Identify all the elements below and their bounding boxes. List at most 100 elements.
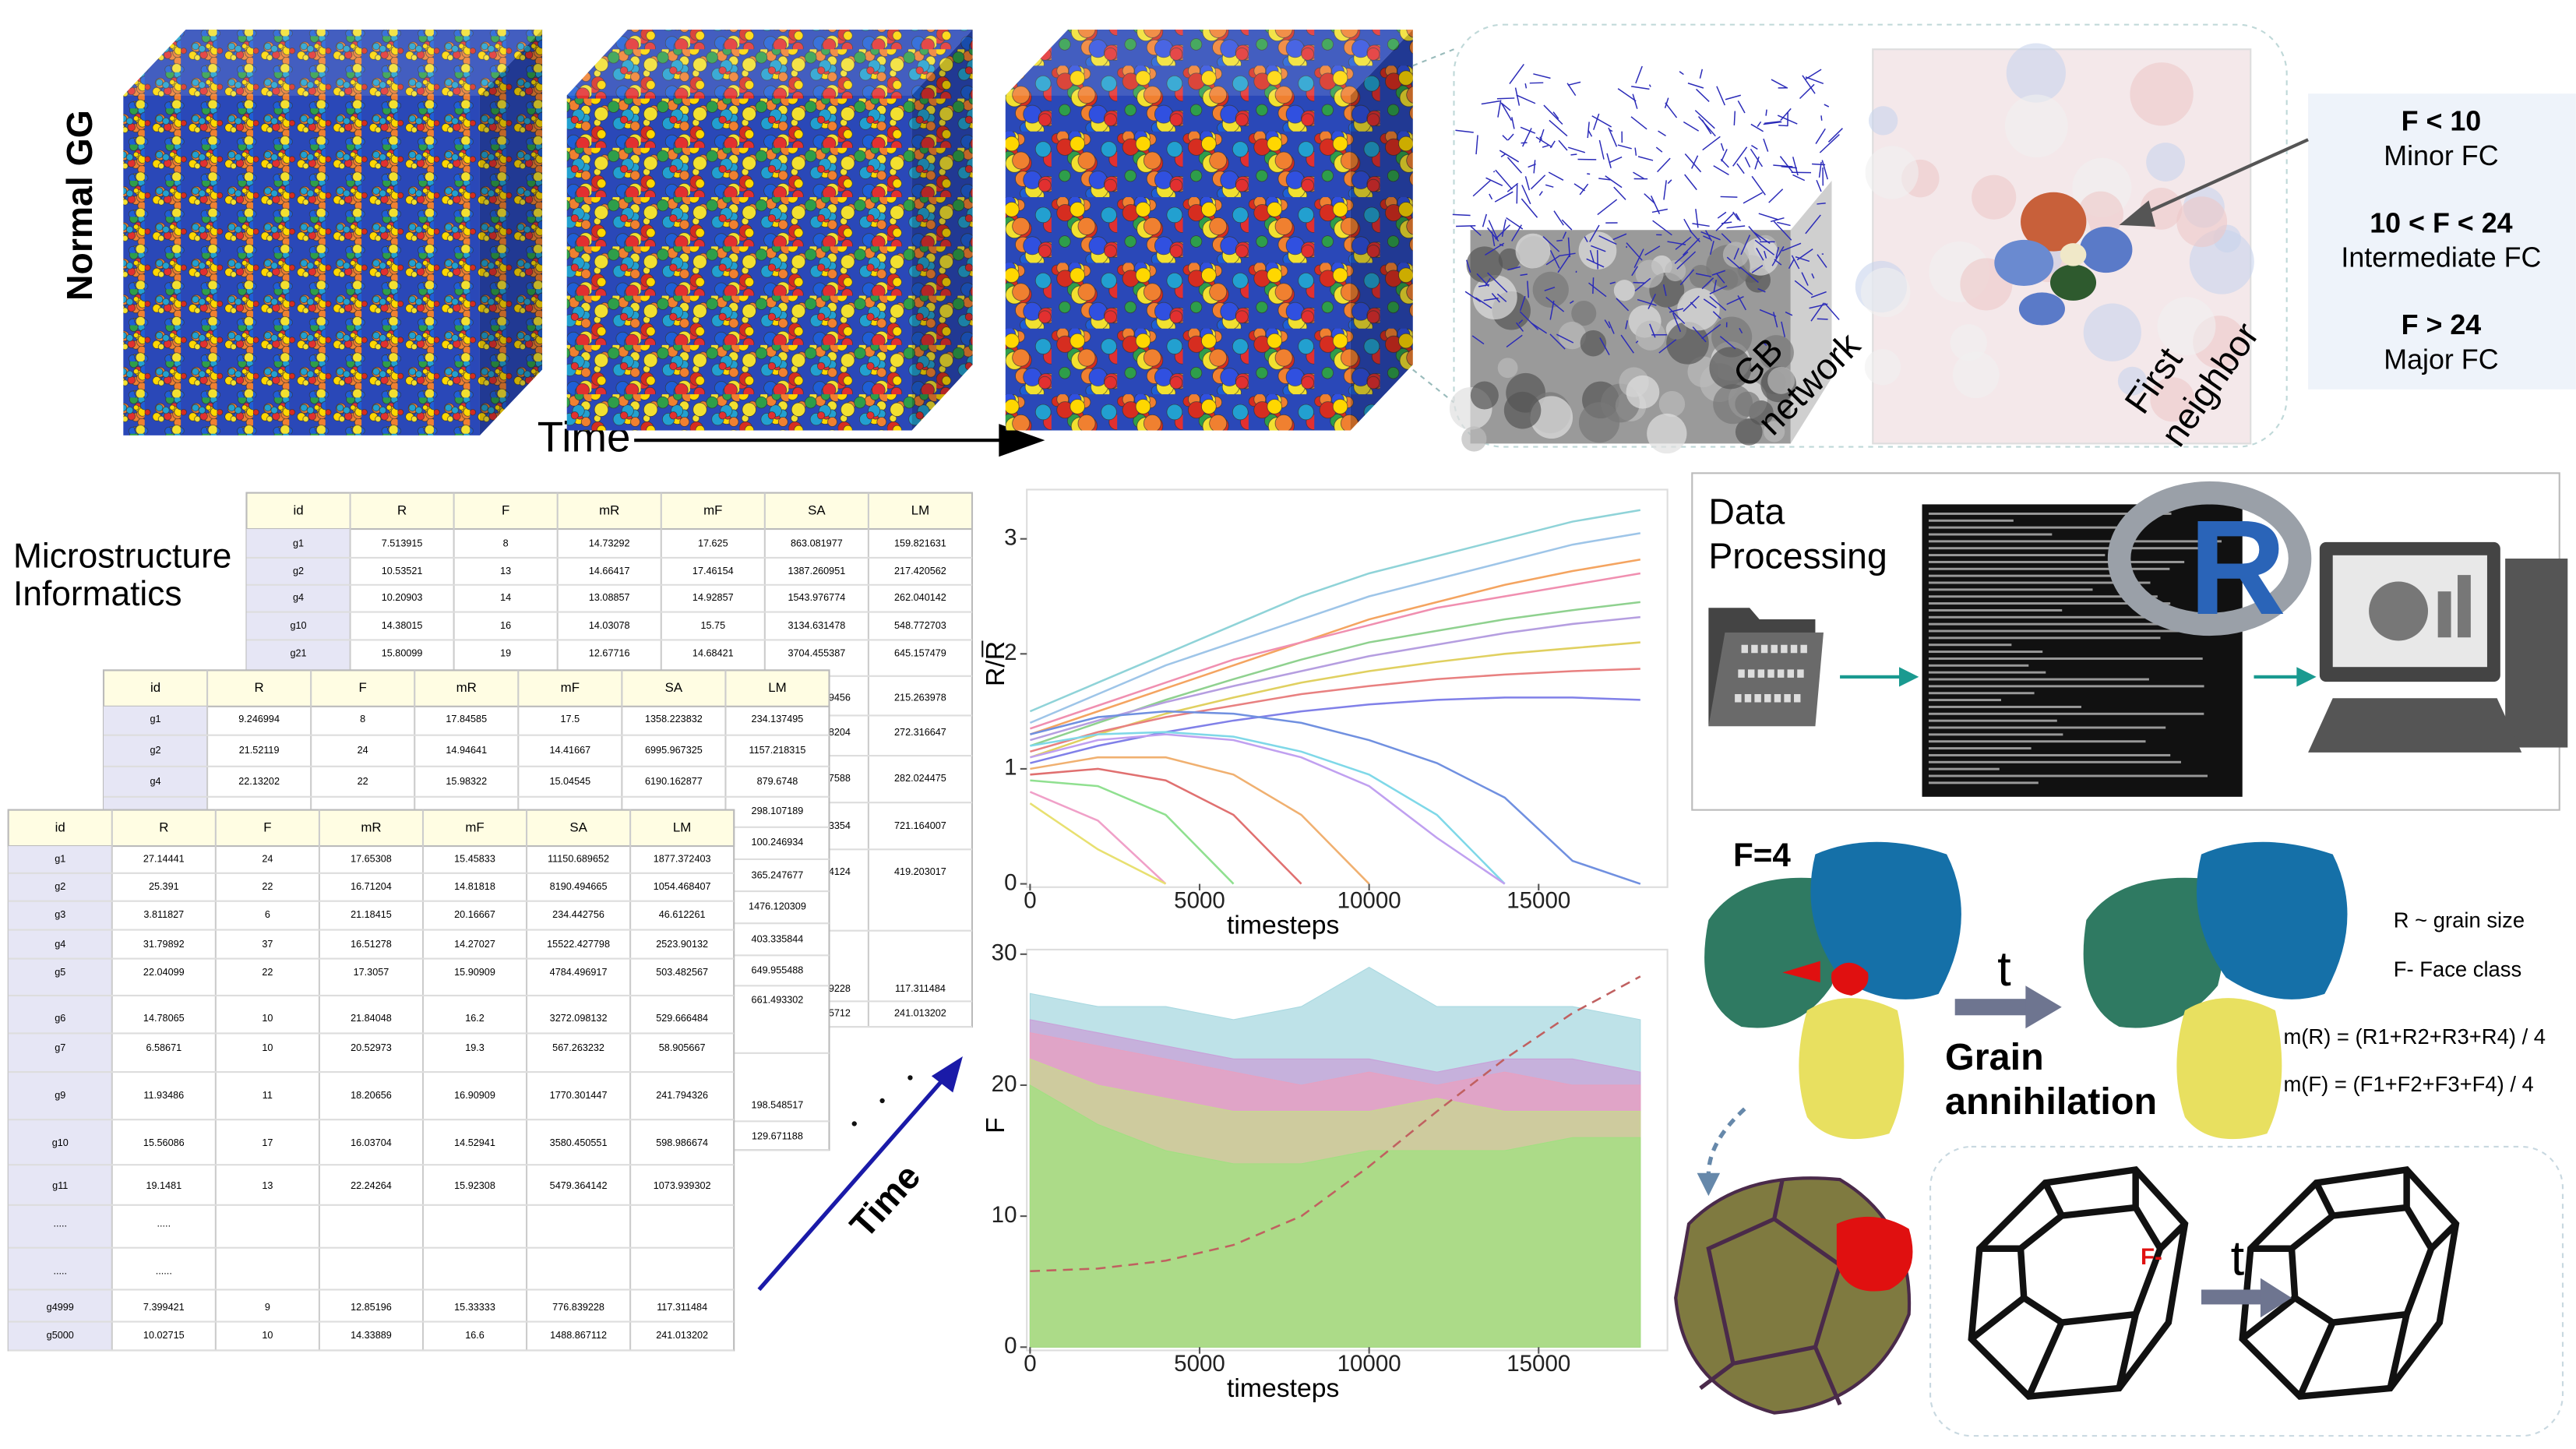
legend-text: R ~ grain size (2394, 908, 2525, 932)
table-cell: 15.98322 (446, 776, 487, 787)
column-header: SA (808, 502, 826, 517)
faint-grain (2130, 62, 2194, 126)
t-arrow (2201, 1289, 2264, 1305)
table-cell: 14.27027 (454, 939, 495, 950)
face-class: Major FC (2384, 344, 2498, 375)
gb-line (1501, 102, 1511, 111)
y-tick-label: 20 (992, 1071, 1017, 1097)
column-header: F (359, 680, 367, 695)
y-tick-label: 0 (1004, 869, 1017, 895)
table-cell: 15522.427798 (547, 939, 610, 950)
cube-front (566, 95, 912, 431)
gb-line (1753, 231, 1771, 245)
column-header: R (159, 820, 168, 834)
computer-icon (2308, 541, 2568, 753)
table-cell: 6190.162877 (645, 776, 703, 787)
gb-line (1683, 218, 1692, 233)
table-cell: 129.671188 (752, 1131, 803, 1142)
gb-line (1605, 175, 1623, 189)
column-header: mF (465, 820, 484, 834)
gb-line (1726, 225, 1746, 229)
terminal-line (1928, 685, 2204, 688)
gb-line (1720, 158, 1729, 168)
table-header (245, 492, 974, 531)
gb-line (1613, 186, 1626, 200)
table-cell: 12.85196 (351, 1302, 392, 1313)
table-cell: 27.14441 (143, 853, 185, 864)
gb-line (1637, 156, 1654, 161)
table-cell: 645.157479 (894, 648, 946, 659)
table-cell: g2 (293, 566, 304, 576)
face-marker: F- (2141, 1244, 2162, 1270)
gray-grain (1578, 402, 1620, 443)
gb-line (1668, 306, 1686, 325)
gb-line (1763, 121, 1782, 125)
wireframe-after (2239, 1166, 2460, 1400)
panel-title: Processing (1708, 535, 1887, 576)
table-cell: 262.040142 (894, 592, 946, 603)
inset-frame (1453, 23, 2288, 448)
table-cell: 8190.494665 (550, 881, 608, 892)
table-cell: 9456 (829, 693, 851, 703)
gb-line (1516, 322, 1524, 332)
gb-line (1665, 102, 1678, 118)
table-cell: ..... (157, 1218, 171, 1229)
gb-line (1655, 146, 1663, 153)
grains-before (1704, 841, 1961, 1140)
faint-grain (2150, 377, 2195, 422)
gb-line (1543, 104, 1563, 125)
table-cell: 10.20903 (382, 592, 423, 603)
gb-line (1663, 180, 1667, 200)
gb-line (1757, 287, 1766, 293)
gb-line (1635, 340, 1639, 344)
table-cell: 14.73292 (589, 538, 630, 548)
table-cell: 2523.90132 (656, 939, 708, 950)
gb-line (1824, 104, 1830, 108)
terminal-line (1928, 774, 2208, 777)
gb-line (1506, 217, 1524, 230)
table-cell: g4 (55, 939, 65, 950)
table-cell: 17.625 (698, 538, 728, 548)
wireframes (1968, 1166, 2460, 1400)
table-cell: g5 (55, 967, 65, 978)
neighbor-grain (1994, 239, 2054, 286)
formula: m(F) = (F1+F2+F3+F4) / 4 (2283, 1072, 2533, 1096)
gray-grain (1461, 426, 1487, 452)
gb-line (1485, 177, 1503, 186)
gb-line (1709, 240, 1714, 255)
gb-line (1491, 293, 1500, 303)
gray-grain (1532, 271, 1569, 308)
terminal-line (1928, 512, 2172, 515)
gray-grain (1716, 269, 1739, 291)
gray-side (1790, 180, 1832, 444)
gb-line (1713, 165, 1729, 176)
gray-grain (1498, 248, 1521, 270)
table-cell: 17.5 (561, 714, 580, 724)
gray-grain (1709, 347, 1752, 390)
gb-line (1545, 255, 1561, 266)
grain (1704, 877, 1838, 1028)
table-cell: 16.6 (465, 1330, 485, 1341)
gb-line (1777, 221, 1791, 227)
gb-line (1815, 128, 1826, 144)
line (1030, 710, 1641, 885)
table-cell: g1 (150, 714, 161, 724)
gb-line (1455, 129, 1474, 133)
gb-line (1506, 334, 1523, 348)
line (1030, 668, 1640, 753)
table-cell: 403.335844 (752, 934, 804, 945)
gb-line (1679, 269, 1695, 286)
time-arrowhead (999, 424, 1045, 457)
gb-line (1733, 248, 1739, 260)
gb-line (1549, 333, 1566, 350)
terminal-line (1928, 554, 2106, 557)
table-cell: 17 (262, 1137, 273, 1148)
line (1030, 767, 1302, 885)
table-cell: 31.79892 (143, 939, 185, 950)
line (1030, 779, 1235, 885)
gb-line (1735, 213, 1741, 222)
column-header: SA (569, 820, 587, 834)
gb-line (1781, 321, 1786, 337)
